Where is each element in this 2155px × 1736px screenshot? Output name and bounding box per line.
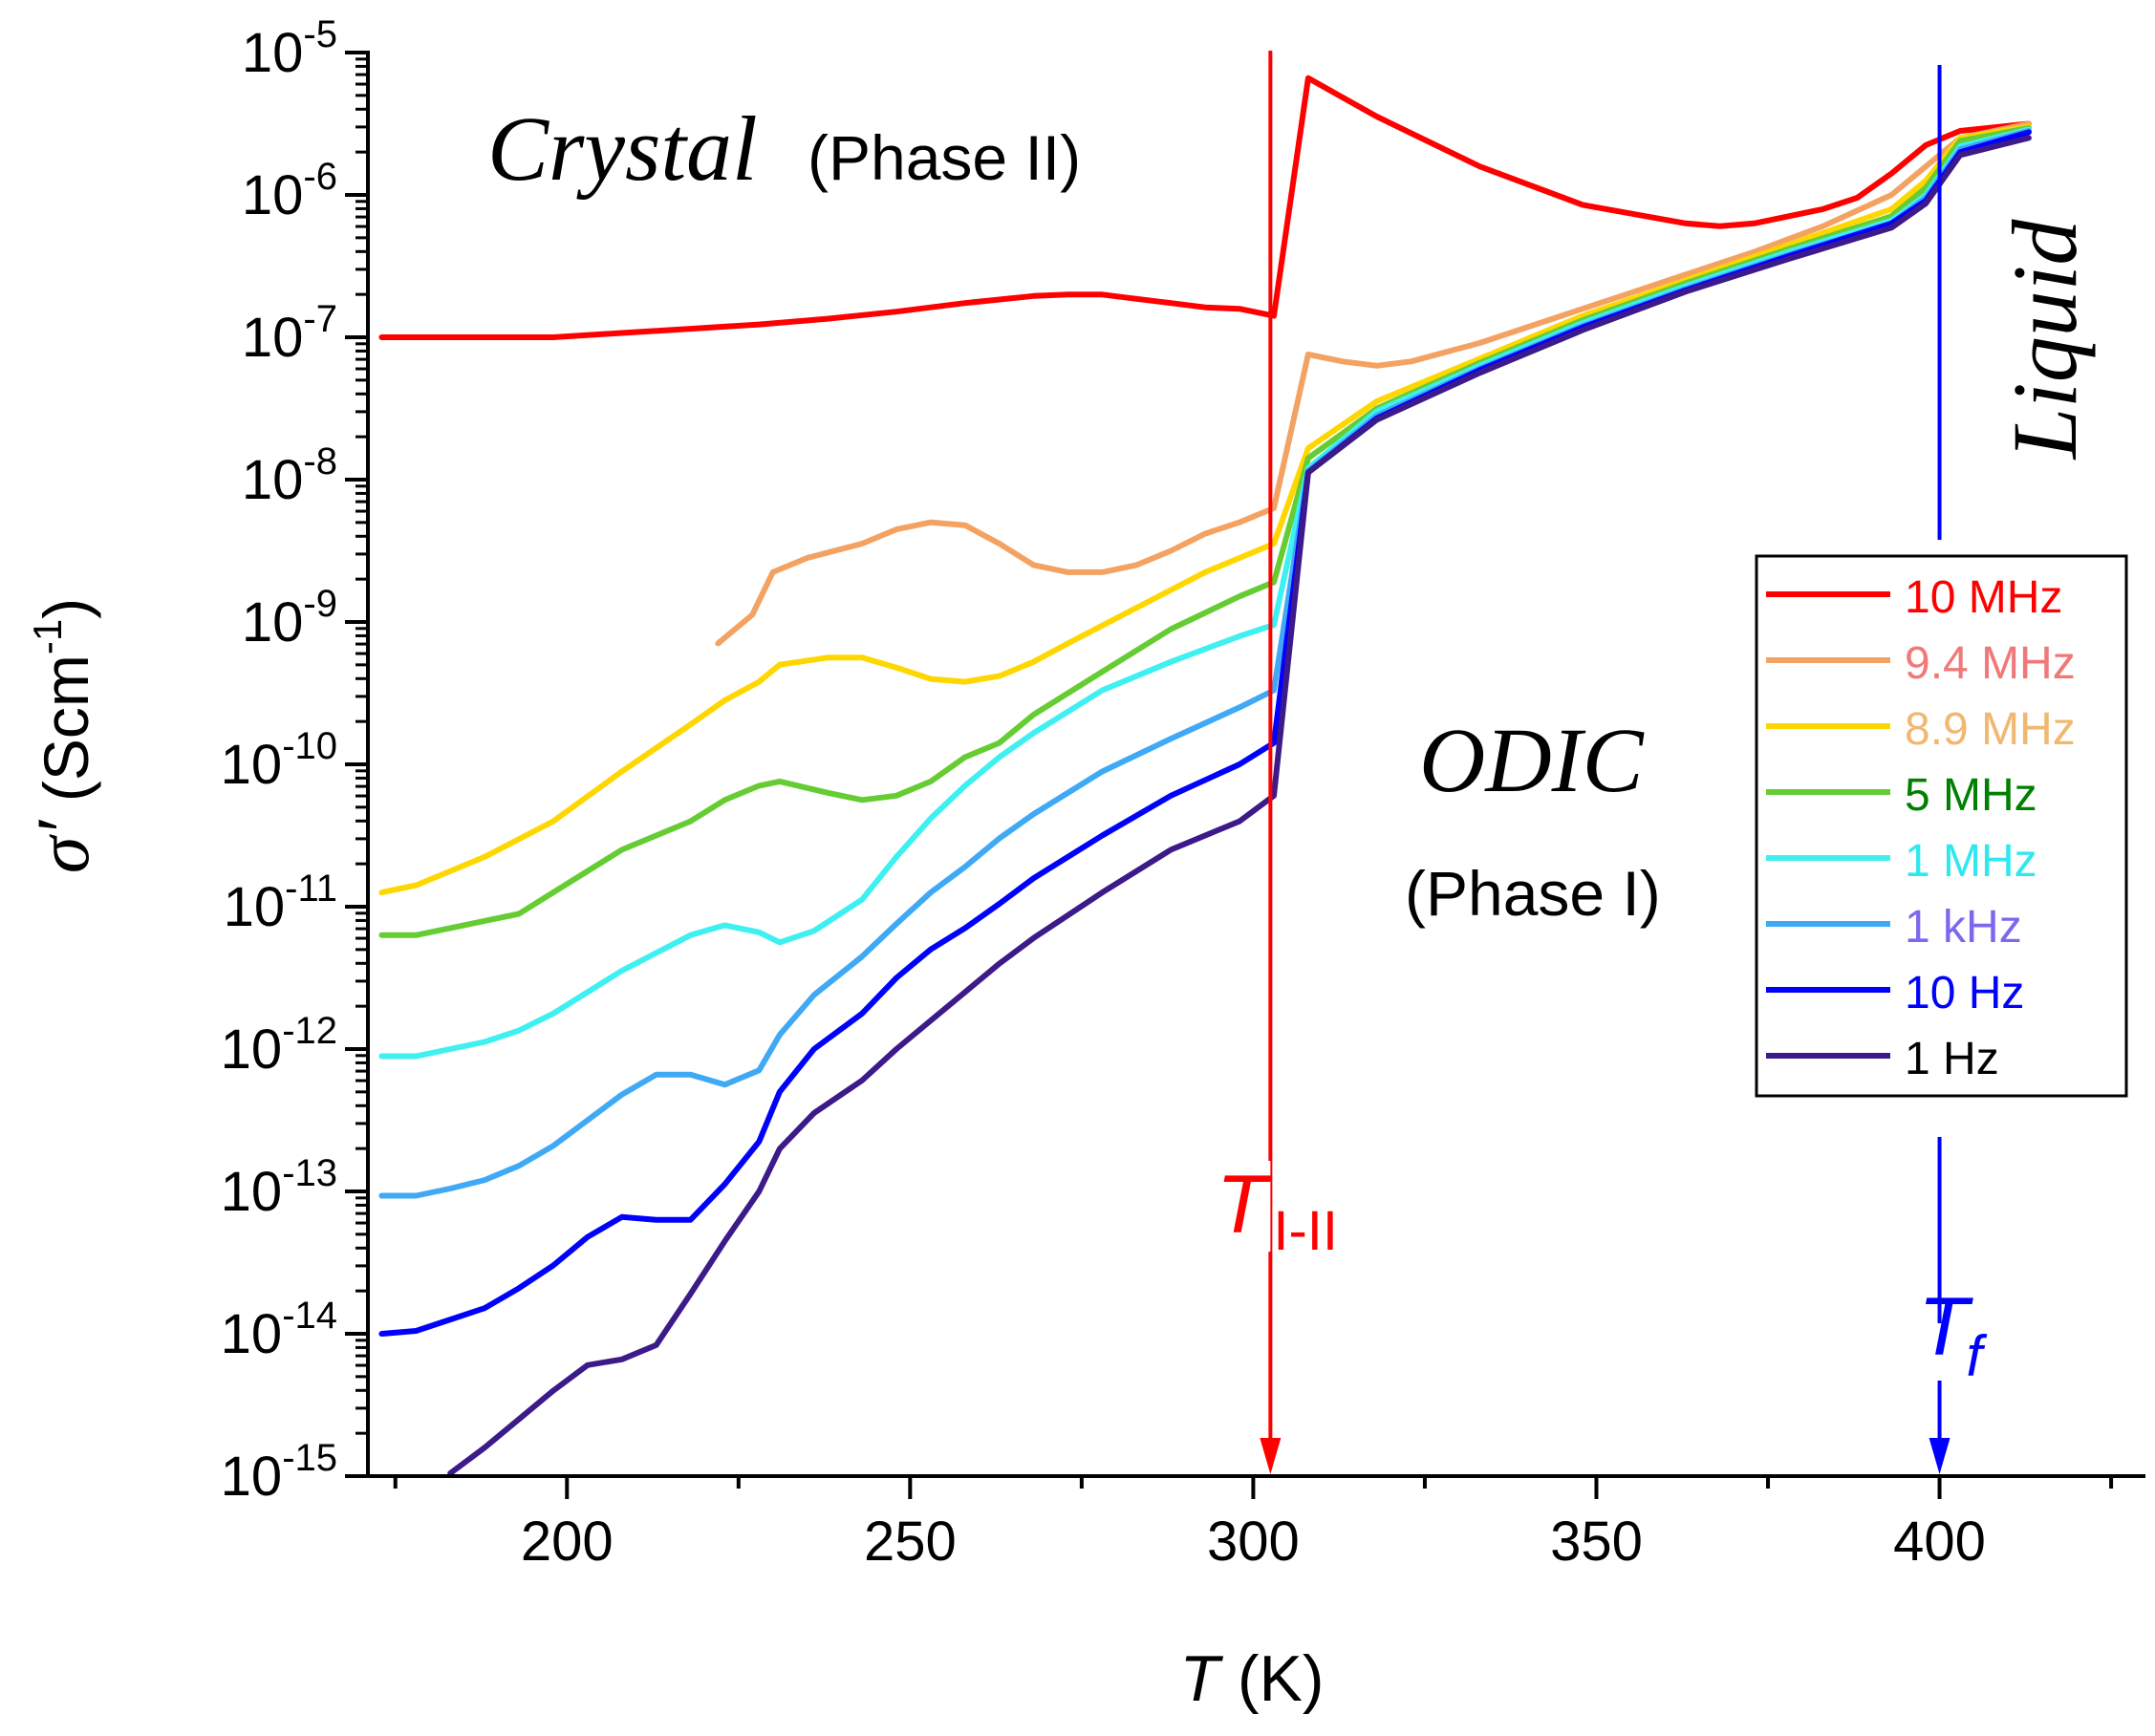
y-tick-label: 10-14 [221, 1295, 337, 1365]
y-tick-label: 10-6 [242, 156, 337, 226]
t-transition-subscript: I-II [1273, 1200, 1338, 1262]
phase-ii-label: (Phase II) [808, 122, 1081, 193]
legend-label-5: 1 kHz [1905, 902, 2022, 953]
axes: 200 250 300 350 400 10-15 10-14 10-13 10-12 10-11… [21, 13, 2145, 1715]
t-fusion-label: T [1918, 1281, 1973, 1373]
legend: 10 MHz 9.4 MHz 8.9 MHz 5 MHz 1 MHz 1 kHz 10 Hz… [1755, 554, 2128, 1098]
x-tick-label: 300 [1207, 1511, 1300, 1573]
legend-label-7: 1 Hz [1905, 1034, 1999, 1084]
y-tick-label: 10-11 [224, 868, 337, 938]
y-tick-label: 10-7 [242, 298, 337, 369]
legend-label-0: 10 MHz [1905, 572, 2062, 623]
x-tick-label: 400 [1893, 1511, 1986, 1573]
liquid-label: Liquid [1993, 219, 2096, 461]
y-axis-title: σ′ (Scm-1) [21, 598, 104, 873]
y-tick-label: 10-15 [221, 1437, 337, 1508]
series-line-1 [715, 120, 2032, 647]
y-tick-label: 10-13 [221, 1152, 337, 1223]
legend-label-3: 5 MHz [1905, 770, 2037, 821]
odic-label: ODIC [1419, 709, 1645, 811]
x-tick-label: 350 [1550, 1511, 1643, 1573]
x-tick-label: 250 [864, 1511, 957, 1573]
t-transition-sub-bg [1273, 1170, 1360, 1261]
y-tick-label: 10-10 [221, 725, 337, 796]
t-transition-label-bg [1174, 1161, 1271, 1252]
x-axis-title: T (K) [1179, 1642, 1324, 1715]
series-layer [378, 75, 2032, 1476]
series-line-7 [447, 135, 2032, 1476]
y-tick-label: 10-8 [242, 440, 337, 511]
y-tick-label: 10-12 [221, 1010, 337, 1081]
legend-label-1: 9.4 MHz [1905, 638, 2076, 689]
x-tick-label: 200 [521, 1511, 614, 1573]
t-transition-marker-arrowhead [1260, 1438, 1282, 1474]
legend-label-4: 1 MHz [1905, 836, 2037, 887]
series-line-0 [378, 75, 2032, 340]
crystal-label: Crystal [487, 97, 758, 200]
t-fusion-subscript: f [1967, 1324, 1988, 1388]
legend-box [1755, 554, 2128, 1098]
series-line-2 [378, 123, 2032, 896]
t-fusion-arrowhead [1929, 1438, 1950, 1474]
y-tick-label: 10-9 [242, 583, 337, 654]
phase-i-label: (Phase I) [1405, 858, 1661, 929]
legend-label-6: 10 Hz [1905, 968, 2024, 1018]
t-transition-label: T [1217, 1159, 1272, 1251]
y-tick-label: 10-5 [242, 13, 337, 84]
legend-label-2: 8.9 MHz [1905, 704, 2076, 755]
